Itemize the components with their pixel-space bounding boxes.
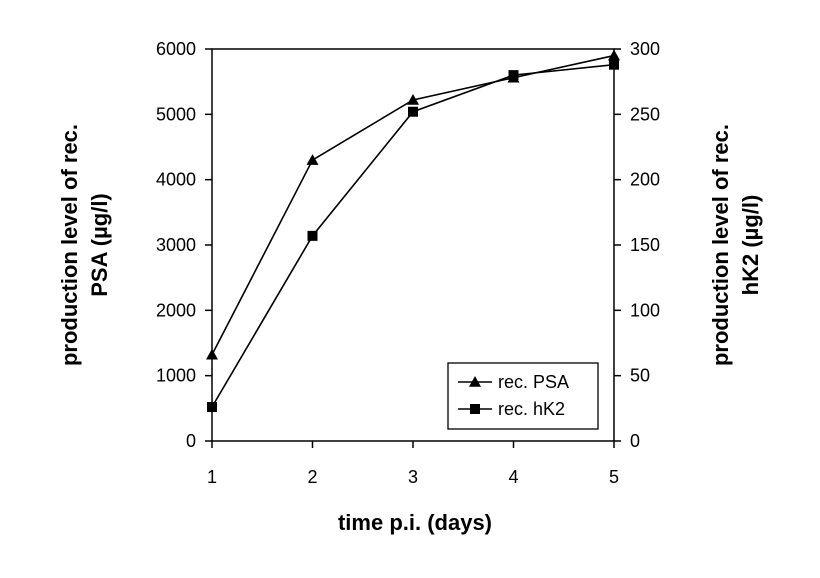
- x-tick-label: 1: [207, 467, 217, 487]
- right-y-tick-label: 150: [630, 235, 660, 255]
- legend: rec. PSA rec. hK2: [447, 362, 599, 430]
- square-data-point: [609, 59, 619, 70]
- labels-layer: time p.i. (days) production level of rec.…: [57, 124, 763, 535]
- legend-box: [447, 362, 599, 430]
- series-layer: [206, 49, 620, 413]
- triangle-data-point: [306, 154, 319, 165]
- ticks-layer: 1 2 3 4 501000200030004000500060000501001502…: [156, 39, 660, 487]
- right-y-tick-label: 250: [630, 104, 660, 124]
- x-axis-label: time p.i. (days): [338, 510, 492, 535]
- left-y-tick-label: 5000: [156, 104, 196, 124]
- left-y-axis-label-line2: PSA (µg/l): [87, 193, 112, 297]
- legend-entry-hk2: rec. hK2: [458, 399, 565, 419]
- square-data-point: [307, 230, 318, 241]
- left-y-tick-label: 3000: [156, 235, 196, 255]
- series-hk2: [207, 59, 619, 413]
- right-y-axis-label-line2: hK2 (µg/l): [738, 195, 763, 296]
- left-y-tick-label: 6000: [156, 39, 196, 59]
- right-y-tick-label: 300: [630, 39, 660, 59]
- right-y-tick-label: 200: [630, 170, 660, 190]
- left-y-tick-label: 2000: [156, 300, 196, 320]
- square-data-point: [408, 106, 418, 117]
- left-y-tick-label: 0: [186, 431, 196, 451]
- legend-square-marker: [470, 404, 480, 414]
- left-y-axis-label-line1: production level of rec.: [57, 124, 82, 366]
- x-tick-label: 3: [408, 467, 418, 487]
- legend-label: rec. hK2: [498, 399, 565, 419]
- left-y-tick-label: 4000: [156, 170, 196, 190]
- right-y-tick-label: 50: [630, 366, 650, 386]
- left-y-tick-label: 1000: [156, 366, 196, 386]
- square-data-point: [207, 402, 217, 413]
- triangle-data-point: [407, 93, 419, 105]
- right-y-tick-label: 0: [630, 431, 640, 451]
- legend-label: rec. PSA: [498, 372, 569, 392]
- x-tick-label: 4: [508, 467, 518, 487]
- right-y-axis-label-line1: production level of rec.: [708, 124, 733, 366]
- right-y-tick-label: 100: [630, 300, 660, 320]
- square-data-point: [508, 70, 519, 81]
- triangle-data-point: [206, 348, 218, 360]
- legend-entry-psa: rec. PSA: [458, 372, 569, 392]
- x-tick-label: 5: [609, 467, 619, 487]
- legend-triangle-marker: [469, 376, 481, 387]
- triangle-data-point: [608, 49, 620, 61]
- x-tick-label: 2: [307, 467, 317, 487]
